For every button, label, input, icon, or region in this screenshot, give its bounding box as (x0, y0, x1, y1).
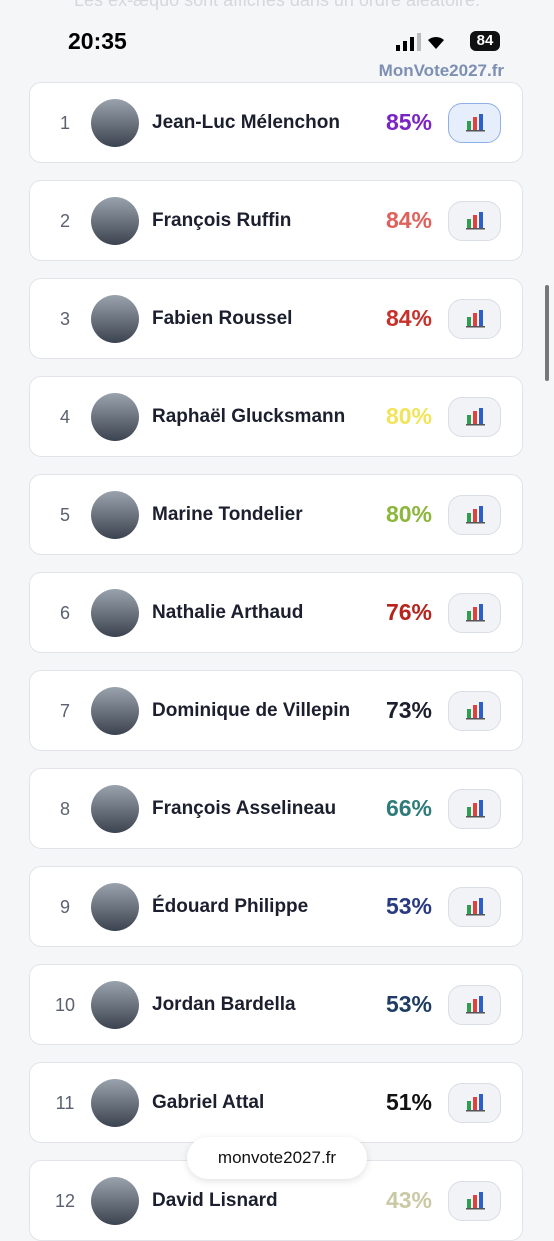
candidate-row[interactable]: 2 François Ruffin 84% (29, 180, 523, 261)
stats-button[interactable] (448, 201, 501, 241)
candidate-name: François Ruffin (152, 210, 292, 231)
score: 53% (385, 991, 432, 1017)
chart-icon (466, 1094, 485, 1112)
score: 84% (385, 305, 432, 331)
stats-button[interactable] (448, 495, 501, 535)
avatar (91, 687, 139, 735)
rank: 5 (59, 505, 70, 525)
avatar (91, 883, 139, 931)
avatar (91, 295, 139, 343)
footer-link[interactable]: monvote2027.fr (187, 1137, 367, 1179)
candidate-row[interactable]: 10 Jordan Bardella 53% (29, 964, 523, 1045)
rank: 2 (59, 211, 70, 231)
candidate-name: Raphaël Glucksmann (152, 406, 346, 427)
candidate-row[interactable]: 4 Raphaël Glucksmann 80% (29, 376, 523, 457)
chart-icon (466, 212, 485, 230)
candidate-name: Gabriel Attal (152, 1092, 265, 1113)
score: 76% (385, 599, 432, 625)
brand: MonVote2027.fr (378, 61, 504, 80)
avatar (91, 589, 139, 637)
candidate-name: Marine Tondelier (152, 504, 303, 525)
candidate-name: François Asselineau (152, 798, 337, 819)
score: 43% (385, 1187, 432, 1213)
score: 80% (385, 501, 432, 527)
rank: 9 (59, 897, 70, 917)
candidate-name: Jean-Luc Mélenchon (152, 112, 340, 133)
chart-icon (466, 506, 485, 524)
rank: 1 (59, 113, 70, 133)
rank: 6 (59, 603, 70, 623)
avatar (91, 99, 139, 147)
rank: 8 (59, 799, 70, 819)
status-bar: 20:35 84 MonVote2027.fr (0, 0, 554, 82)
chart-icon (466, 408, 485, 426)
signal-wifi (396, 33, 444, 51)
score: 80% (385, 403, 432, 429)
candidate-name: Nathalie Arthaud (152, 602, 304, 623)
score: 85% (385, 109, 432, 135)
battery: 84 (470, 31, 500, 51)
candidate-row[interactable]: 7 Dominique de Villepin 73% (29, 670, 523, 751)
rank: 3 (59, 309, 70, 329)
candidate-row[interactable]: 1 Jean-Luc Mélenchon 85% (29, 82, 523, 163)
avatar (91, 785, 139, 833)
avatar (91, 197, 139, 245)
candidate-row[interactable]: 11 Gabriel Attal 51% (29, 1062, 523, 1143)
avatar (91, 1177, 139, 1225)
chart-icon (466, 898, 485, 916)
scrollbar (545, 285, 549, 381)
candidate-row[interactable]: 5 Marine Tondelier 80% (29, 474, 523, 555)
candidate-row[interactable]: 6 Nathalie Arthaud 76% (29, 572, 523, 653)
score: 66% (385, 795, 432, 821)
stats-button[interactable] (448, 887, 501, 927)
rank: 11 (55, 1093, 75, 1113)
score: 53% (385, 893, 432, 919)
candidate-name: Dominique de Villepin (152, 700, 351, 721)
time: 20:35 (68, 28, 127, 54)
chart-icon (466, 114, 485, 132)
candidate-row[interactable]: 3 Fabien Roussel 84% (29, 278, 523, 359)
candidate-name: David Lisnard (152, 1190, 278, 1211)
avatar (91, 981, 139, 1029)
chart-icon (466, 310, 485, 328)
score: 84% (385, 207, 432, 233)
top-note: Les ex-æquo sont affichés dans un ordre … (74, 0, 480, 10)
stats-button[interactable] (448, 397, 501, 437)
avatar (91, 1079, 139, 1127)
stats-button[interactable] (448, 1181, 501, 1221)
rank: 10 (54, 995, 76, 1015)
candidate-name: Fabien Roussel (152, 308, 293, 329)
stats-button[interactable] (448, 1083, 501, 1123)
stats-button[interactable] (448, 691, 501, 731)
avatar (91, 393, 139, 441)
score: 73% (385, 697, 432, 723)
candidate-row[interactable]: 8 François Asselineau 66% (29, 768, 523, 849)
stats-button[interactable] (448, 985, 501, 1025)
score: 51% (385, 1089, 432, 1115)
rank: 7 (59, 701, 70, 721)
stats-button[interactable] (448, 103, 501, 143)
stats-button[interactable] (448, 789, 501, 829)
chart-icon (466, 1192, 485, 1210)
candidate-name: Édouard Philippe (152, 896, 309, 917)
rank: 12 (54, 1191, 76, 1211)
chart-icon (466, 604, 485, 622)
candidate-row[interactable]: 9 Édouard Philippe 53% (29, 866, 523, 947)
chart-icon (466, 800, 485, 818)
stats-button[interactable] (448, 299, 501, 339)
chart-icon (466, 996, 485, 1014)
avatar (91, 491, 139, 539)
candidate-name: Jordan Bardella (152, 994, 296, 1015)
stats-button[interactable] (448, 593, 501, 633)
rank: 4 (59, 407, 70, 427)
chart-icon (466, 702, 485, 720)
